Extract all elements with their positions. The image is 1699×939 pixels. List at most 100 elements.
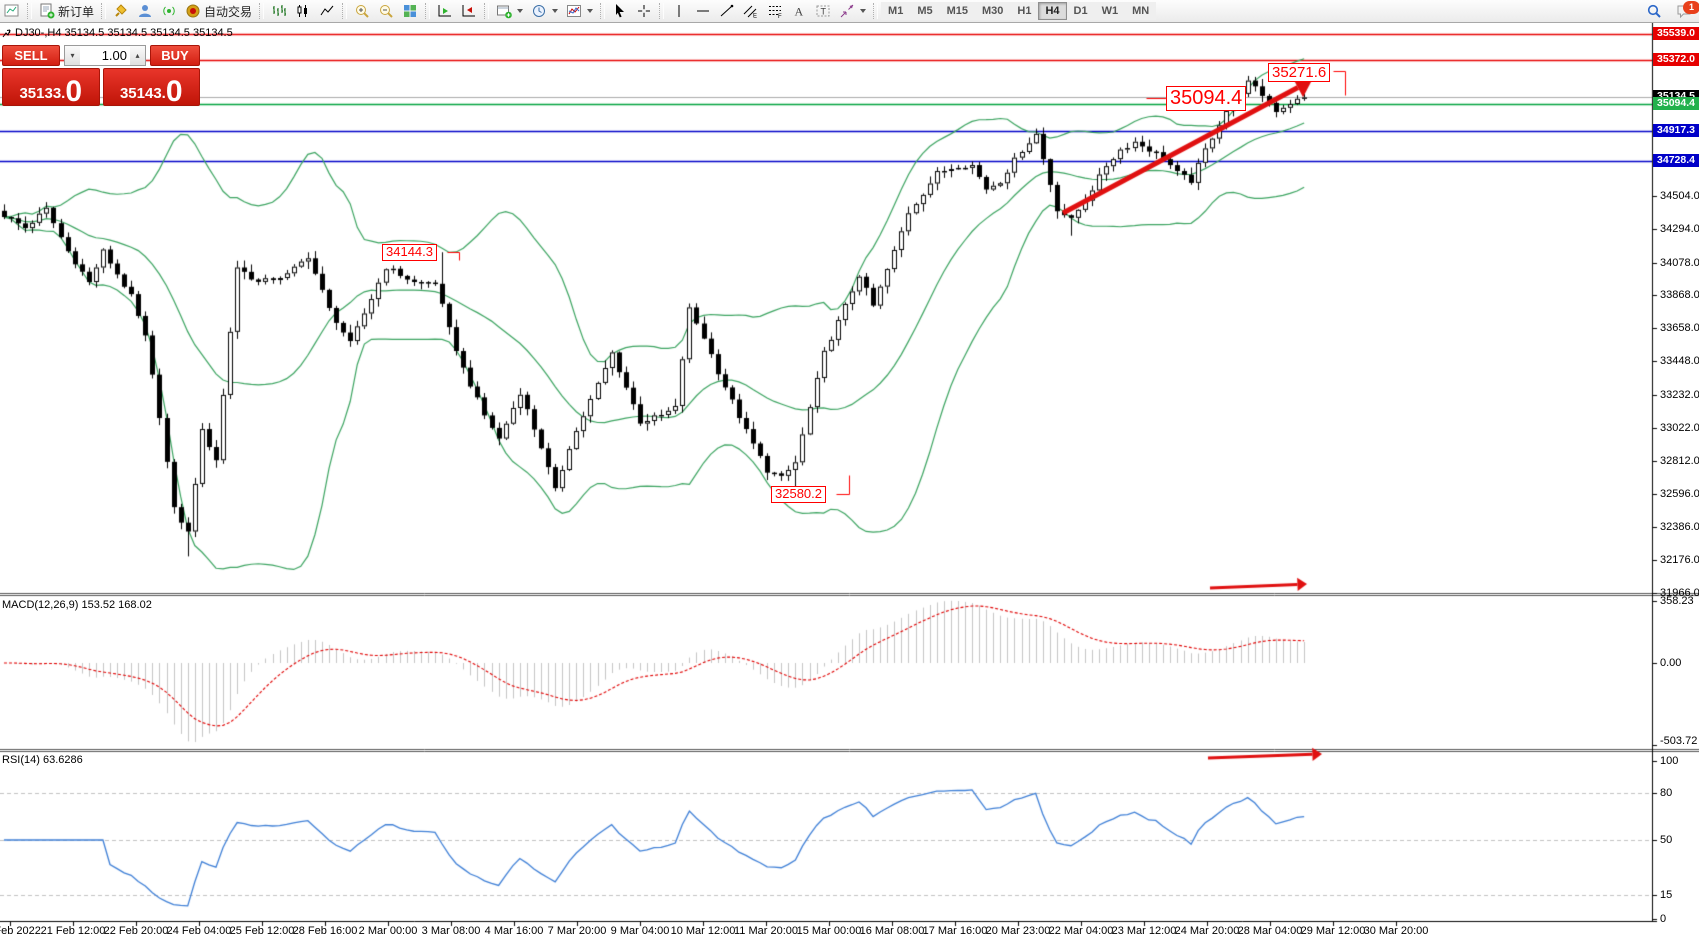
line-chart-mode-button[interactable] xyxy=(315,1,339,21)
dropdown-caret-icon xyxy=(517,9,524,13)
text-button[interactable]: A xyxy=(787,1,811,21)
x-axis-label: 17 Mar 16:00 xyxy=(922,925,988,937)
price-badge: 34728.4 xyxy=(1653,154,1699,167)
timeframe-m5[interactable]: M5 xyxy=(910,2,940,20)
arrow-objects-button[interactable] xyxy=(835,1,870,21)
sell-price[interactable]: 35133. 0 xyxy=(2,68,100,106)
terminal-chart-button[interactable] xyxy=(0,1,24,21)
timeframe-h4[interactable]: H4 xyxy=(1038,2,1067,20)
svg-text:E: E xyxy=(753,14,757,20)
trendline-icon xyxy=(719,3,735,19)
new-order-label: 新订单 xyxy=(58,4,95,19)
timeframe-mn[interactable]: MN xyxy=(1125,2,1157,20)
chart-ohlc-text: DJ30-,H4 35134.5 35134.5 35134.5 35134.5 xyxy=(15,27,233,39)
volume-stepper[interactable]: ▾ ▴ xyxy=(64,45,146,66)
x-axis-label: 15 Mar 00:00 xyxy=(796,925,862,937)
timeframe-m1[interactable]: M1 xyxy=(881,2,911,20)
toolbar-separator xyxy=(27,3,32,19)
trend-line-button[interactable] xyxy=(715,1,739,21)
x-axis-label: 16 Mar 08:00 xyxy=(859,925,925,937)
price-annotation[interactable]: 35094.4 xyxy=(1166,86,1247,111)
timeframe-w1[interactable]: W1 xyxy=(1094,2,1126,20)
chart-window: DJ30-,H4 35134.5 35134.5 35134.5 35134.5… xyxy=(0,23,1699,939)
linechart-icon xyxy=(319,3,335,19)
macd-axis-tick: 358.23 xyxy=(1660,595,1694,607)
buy-price-main: 35143. xyxy=(119,84,166,102)
new-order-button[interactable]: 新订单 xyxy=(35,1,98,21)
x-axis-label: 24 Feb 04:00 xyxy=(166,925,232,937)
buy-price[interactable]: 35143. 0 xyxy=(102,68,200,108)
tile-windows-button[interactable] xyxy=(398,1,422,21)
svg-text:F: F xyxy=(778,14,782,19)
search-icon xyxy=(1646,3,1662,19)
y-axis-tick: 34294.0 xyxy=(1660,222,1699,235)
equidistant-channel-button[interactable]: E xyxy=(739,1,763,21)
auto-scroll-button[interactable] xyxy=(433,1,457,21)
search-button[interactable] xyxy=(1642,1,1666,21)
dropdown-caret-icon xyxy=(552,9,559,13)
bar-chart-mode-button[interactable] xyxy=(267,1,291,21)
x-axis-label: 10 Mar 12:00 xyxy=(670,925,736,937)
dropdown-caret-icon xyxy=(860,9,867,13)
x-axis-label: 21 Feb 12:00 xyxy=(40,925,106,937)
y-axis-tick: 32176.0 xyxy=(1660,554,1699,567)
x-axis-label: 9 Mar 04:00 xyxy=(610,925,670,937)
volume-increase-button[interactable]: ▴ xyxy=(130,46,145,65)
rsi-label: RSI(14) 63.6286 xyxy=(2,754,83,766)
chart-canvas[interactable] xyxy=(0,23,1699,939)
x-axis-label: 7 Mar 20:00 xyxy=(547,925,607,937)
cursor-icon xyxy=(612,3,628,19)
period-selector-button[interactable] xyxy=(527,1,562,21)
volume-decrease-button[interactable]: ▾ xyxy=(65,46,80,65)
vline-icon xyxy=(671,3,687,19)
broadcast-button[interactable] xyxy=(157,1,181,21)
x-axis-label: 22 Feb 20:00 xyxy=(103,925,169,937)
channel-icon: E xyxy=(743,3,759,19)
shapes-icon xyxy=(839,3,855,19)
price-badge: 35094.4 xyxy=(1653,97,1699,110)
macd-label: MACD(12,26,9) 153.52 168.02 xyxy=(2,599,152,611)
sell-button[interactable]: SELL xyxy=(2,45,60,66)
fibonacci-button[interactable]: F xyxy=(763,1,787,21)
duster-button[interactable] xyxy=(109,1,133,21)
crosshair-button[interactable] xyxy=(632,1,656,21)
zoom-in-button[interactable] xyxy=(350,1,374,21)
auto-trading-button[interactable]: 自动交易 xyxy=(181,1,256,21)
indicators-icon xyxy=(566,3,582,19)
toolbar-separator xyxy=(425,3,431,19)
vertical-line-button[interactable] xyxy=(667,1,691,21)
x-axis-label: 28 Feb 16:00 xyxy=(292,925,358,937)
buy-price-big-digit: 0 xyxy=(165,74,183,108)
buy-button[interactable]: BUY xyxy=(150,45,200,66)
price-annotation[interactable]: 34144.3 xyxy=(382,244,437,261)
indicator-list-button[interactable] xyxy=(562,1,597,21)
timeframe-m15[interactable]: M15 xyxy=(939,2,975,20)
auto-trading-label: 自动交易 xyxy=(204,4,253,19)
cursor-button[interactable] xyxy=(608,1,632,21)
volume-input[interactable] xyxy=(80,46,130,65)
notifications-button[interactable]: 1 xyxy=(1672,1,1699,21)
rsi-axis-tick: 50 xyxy=(1660,834,1673,846)
x-axis-label: 22 Mar 04:00 xyxy=(1048,925,1114,937)
price-annotation[interactable]: 35271.6 xyxy=(1268,63,1331,83)
dropdown-caret-icon xyxy=(587,9,594,13)
x-axis-label: 28 Mar 04:00 xyxy=(1237,925,1303,937)
toolbar-separator xyxy=(659,3,665,19)
horizontal-line-button[interactable] xyxy=(691,1,715,21)
text-label-button[interactable]: T xyxy=(811,1,835,21)
chartshift-icon xyxy=(461,3,477,19)
chart-shift-button[interactable] xyxy=(457,1,481,21)
x-axis-label: 20 Mar 23:00 xyxy=(985,925,1051,937)
minichart-icon xyxy=(4,3,20,19)
support-button[interactable] xyxy=(133,1,157,21)
zoom-out-button[interactable] xyxy=(374,1,398,21)
candles-icon xyxy=(295,3,311,19)
timeframe-m30[interactable]: M30 xyxy=(975,2,1011,20)
new-chart-button[interactable] xyxy=(492,1,527,21)
rsi-axis-tick: 100 xyxy=(1660,755,1679,767)
price-annotation[interactable]: 32580.2 xyxy=(771,486,826,503)
toolbar-separator xyxy=(484,3,490,19)
timeframe-h1[interactable]: H1 xyxy=(1010,2,1039,20)
candlestick-mode-button[interactable] xyxy=(291,1,315,21)
timeframe-d1[interactable]: D1 xyxy=(1066,2,1095,20)
